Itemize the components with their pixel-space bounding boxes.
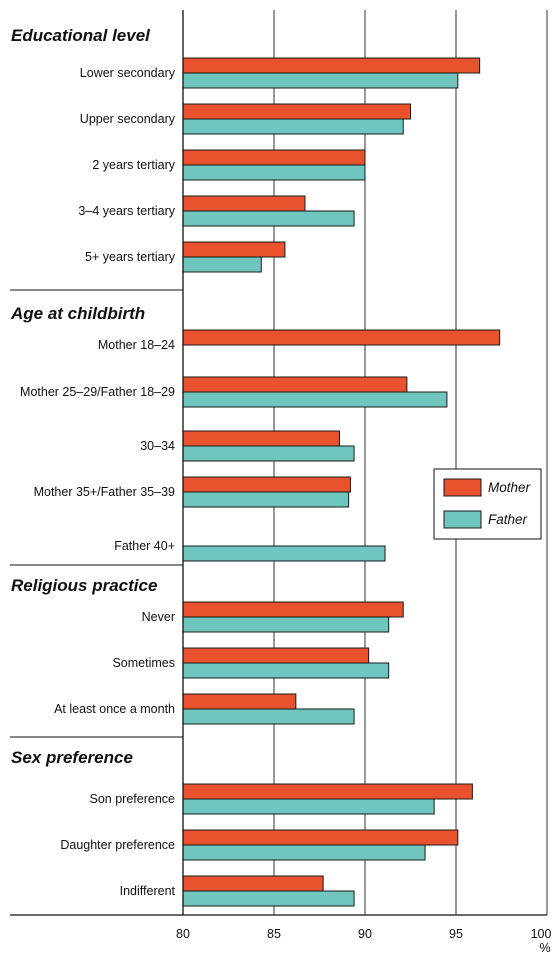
category-label: Mother 25–29/Father 18–29 (20, 385, 175, 399)
bar-father (182, 256, 262, 273)
bar-mother (182, 329, 501, 346)
bar-father (182, 662, 390, 679)
bar-father (182, 445, 355, 462)
x-tick-label: 80 (176, 927, 190, 941)
bar-mother (182, 783, 473, 800)
category-label: Son preference (90, 792, 176, 806)
bar-mother (182, 476, 351, 493)
category-label: Upper secondary (80, 112, 176, 126)
x-tick-label: 95 (449, 927, 463, 941)
category-label: Lower secondary (80, 66, 176, 80)
category-label: 2 years tertiary (92, 158, 175, 172)
category-label: At least once a month (54, 702, 175, 716)
bar-mother (182, 693, 297, 710)
category-label: 30–34 (140, 439, 175, 453)
legend-label-father: Father (488, 512, 528, 527)
bar-father (182, 210, 355, 227)
group-title: Age at childbirth (10, 304, 145, 323)
legend-swatch-mother (443, 478, 482, 497)
group-title: Educational level (11, 26, 151, 45)
group-title: Religious practice (11, 576, 157, 595)
bar-father (182, 164, 366, 181)
bar-father (182, 616, 390, 633)
bar-mother (182, 241, 286, 258)
bar-mother (182, 376, 408, 393)
category-label: Indifferent (120, 884, 176, 898)
bar-mother (182, 875, 324, 892)
x-tick-label: 85 (267, 927, 281, 941)
bar-mother (182, 103, 411, 120)
bar-mother (182, 57, 481, 74)
group-title: Sex preference (11, 748, 133, 767)
x-tick-label: 90 (358, 927, 372, 941)
bar-mother (182, 829, 459, 846)
bar-mother (182, 149, 366, 166)
category-label: Mother 18–24 (98, 338, 175, 352)
bar-mother (182, 601, 404, 618)
bar-father (182, 491, 350, 508)
bar-father (182, 118, 404, 135)
x-tick-label: 100 (531, 927, 552, 941)
bar-father (182, 708, 355, 725)
bar-mother (182, 647, 370, 664)
bar-father (182, 890, 355, 907)
x-unit-label: % (539, 941, 550, 955)
legend-label-mother: Mother (488, 480, 531, 495)
category-label: Sometimes (112, 656, 175, 670)
category-label: 3–4 years tertiary (78, 204, 175, 218)
category-label: 5+ years tertiary (85, 250, 176, 264)
bar-mother (182, 195, 306, 212)
bar-father (182, 391, 448, 408)
category-label: Never (142, 610, 175, 624)
bar-father (182, 798, 435, 815)
bar-father (182, 545, 386, 562)
category-label: Father 40+ (114, 539, 175, 553)
category-label: Mother 35+/Father 35–39 (34, 485, 175, 499)
bar-father (182, 844, 426, 861)
bar-father (182, 72, 459, 89)
legend: Mother Father (433, 468, 542, 540)
category-label: Daughter preference (60, 838, 175, 852)
legend-swatch-father (443, 510, 482, 529)
bar-mother (182, 430, 341, 447)
